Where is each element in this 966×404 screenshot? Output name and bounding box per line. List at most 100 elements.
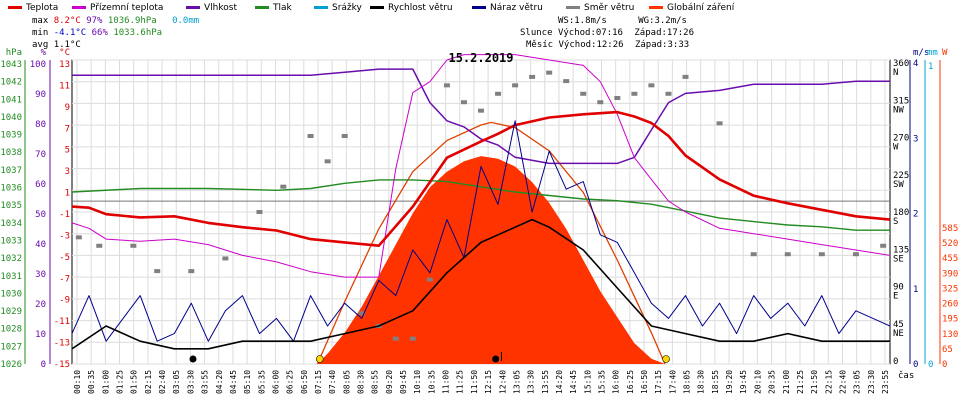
max-humidity: 97% [86,16,103,26]
sun-label: Slunce [520,28,553,38]
axis-w-tick: 65 [942,345,953,355]
axis-mm-label: mm [927,48,938,58]
axis-ms-tick: 0 [913,360,918,370]
axis-direction-tick: 315 [893,96,909,106]
axis-percent-tick: 90 [35,90,46,100]
legend: Teplota Přízemní teplota Vlhkost Tlak Srážky… [0,0,966,16]
wind-direction-mark [580,91,587,96]
axis-temp-tick: -11 [54,317,70,327]
axis-w-tick: 585 [942,224,958,234]
max-rain: 0.0mm [172,16,200,26]
axis-hpa-tick: 1034 [0,219,22,229]
x-tick-label: 14:20 [555,370,564,394]
axis-hpa-tick: 1028 [0,325,22,335]
x-tick-label: 17:15 [654,370,663,394]
x-tick-label: 21:25 [796,370,805,394]
wind-direction-mark [818,252,825,257]
axis-w-tick: 260 [942,300,958,310]
axis-percent-tick: 40 [35,240,46,250]
axis-direction-tick: 180 [893,208,909,218]
axis-temp-tick: -15 [54,360,70,370]
x-tick-label: 20:10 [753,370,762,394]
x-tick-label: 15:35 [597,370,606,394]
x-tick-label: 12:15 [484,370,493,394]
x-tick-label: 06:50 [300,370,309,394]
wind-direction-mark [495,91,502,96]
moon-row: Měsíc Východ:12:26 Západ:3:33 [526,40,689,50]
x-tick-label: 00:10 [73,370,82,394]
axis-percent-tick: 0 [41,360,46,370]
legend-item: Tlak [255,3,292,13]
x-tick-label: 22:40 [838,370,847,394]
axis-percent-tick: 30 [35,270,46,280]
max-label: max [32,16,49,26]
x-tick-label: 16:25 [626,370,635,394]
moonset-marker [189,355,197,363]
axis-temp-label: °C [59,48,70,58]
wind-direction-mark [443,83,450,88]
series-line [71,179,890,231]
legend-swatch [8,6,22,9]
x-tick-label: 09:45 [399,370,408,394]
wind-direction-mark [96,243,103,248]
x-tick-label: 11:50 [470,370,479,394]
avg-label: avg [32,40,49,50]
wind-direction-mark [512,83,519,88]
wind-direction-mark [597,100,604,105]
axis-temp-tick: 1 [65,189,70,199]
avg-temp: 1.1°C [53,40,81,50]
wind-direction-mark [409,336,416,341]
axis-temp-tick: 11 [59,81,70,91]
x-tick-label: 18:30 [697,370,706,394]
axis-direction-tick: 0 [893,357,898,367]
legend-item: Vlhkost [186,3,237,13]
axis-hpa-tick: 1035 [0,201,22,211]
axis-direction-tick: 90 [893,283,904,293]
axis-hpa-tick: 1027 [0,342,22,352]
min-pressure: 1033.6hPa [113,28,163,38]
axis-hpa-tick: 1033 [0,236,22,246]
sun-row: Slunce Východ:07:16 Západ:17:26 [520,28,694,38]
wind-direction-mark [358,311,365,316]
wind-summary: WS:1.8m/s WG:3.2m/s [558,16,687,26]
axis-w-label: W [942,48,948,58]
x-tick-label: 05:10 [243,370,252,394]
axis-hpa-tick: 1026 [0,360,22,370]
x-tick-label: 06:25 [286,370,295,394]
legend-label: Globální záření [667,3,735,13]
legend-swatch [314,6,328,9]
x-tick-label: 16:50 [640,370,649,394]
x-tick-label: 06:00 [271,370,280,394]
wind-speed-avg: WS:1.8m/s [558,16,607,26]
axis-w-tick: 195 [942,315,958,325]
x-tick-label: 05:35 [257,370,266,394]
legend-label: Směr větru [584,3,635,13]
legend-item: Náraz větru [472,3,543,13]
axis-temp-tick: 3 [65,167,70,177]
legend-item: Srážky [314,3,362,13]
radiation-area [317,156,666,364]
legend-label: Tlak [273,3,292,13]
wind-direction-mark [716,121,723,126]
sunrise-marker [315,355,324,363]
sunset-marker [662,355,670,363]
axis-direction-tick: 360 [893,59,909,69]
sunset: Západ:17:26 [634,28,694,38]
stats-min-row: min -4.1°C 66% 1033.6hPa [32,28,162,38]
axis-w-tick: 130 [942,330,958,340]
radiation-max-line [316,121,666,365]
x-tick-label: 11:25 [456,370,465,394]
x-tick-label: 03:55 [201,370,210,394]
axis-mm-tick: 1 [928,62,933,72]
axis-ms-tick: 2 [913,210,918,220]
axis-hpa-tick: 1032 [0,254,22,264]
wind-direction-mark [307,134,314,138]
axis-temp-tick: 5 [65,146,70,156]
axis-w-tick: 390 [942,269,958,279]
axis-temp-tick: 7 [65,124,70,134]
x-tick-label: 03:30 [186,370,195,394]
legend-item: Rychlost větru [370,3,453,13]
wind-direction-mark [546,70,553,75]
legend-swatch [255,6,269,9]
wind-direction-mark [188,269,195,274]
